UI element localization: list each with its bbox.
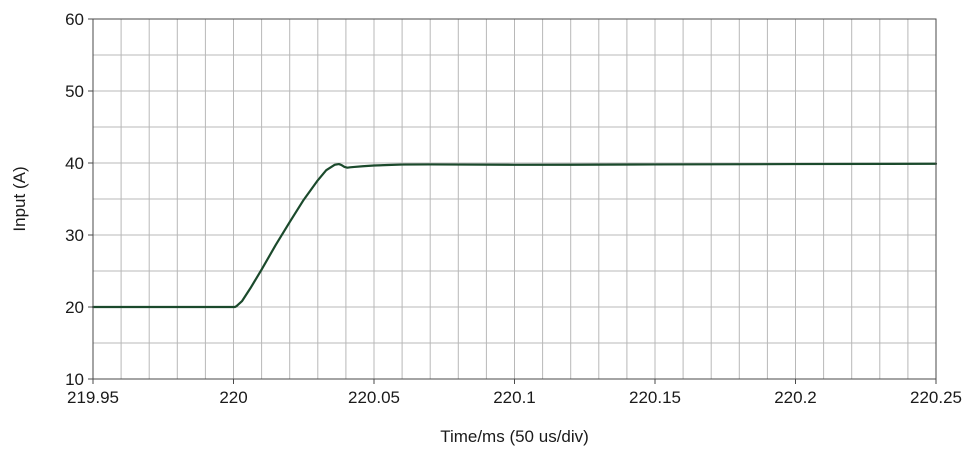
y-tick-label: 10 [65,370,84,389]
y-tick-label: 20 [65,298,84,317]
y-tick-label: 30 [65,226,84,245]
x-tick-label: 219.95 [67,388,119,407]
y-axis-title: Input (A) [10,166,29,231]
x-tick-label: 220.1 [493,388,536,407]
x-tick-label: 220 [219,388,247,407]
x-axis-title: Time/ms (50 us/div) [440,427,589,446]
ticks: 219.95 220 220.05 220.1 220.15 220.2 220.25 10 2… [65,10,962,407]
x-tick-label: 220.2 [774,388,817,407]
series-group [91,162,938,309]
y-tick-label: 50 [65,82,84,101]
x-tick-label: 220.15 [629,388,681,407]
x-tick-label: 220.05 [348,388,400,407]
y-tick-label: 60 [65,10,84,29]
y-tick-label: 40 [65,154,84,173]
series-line [91,162,938,309]
x-tick-label: 220.25 [910,388,962,407]
